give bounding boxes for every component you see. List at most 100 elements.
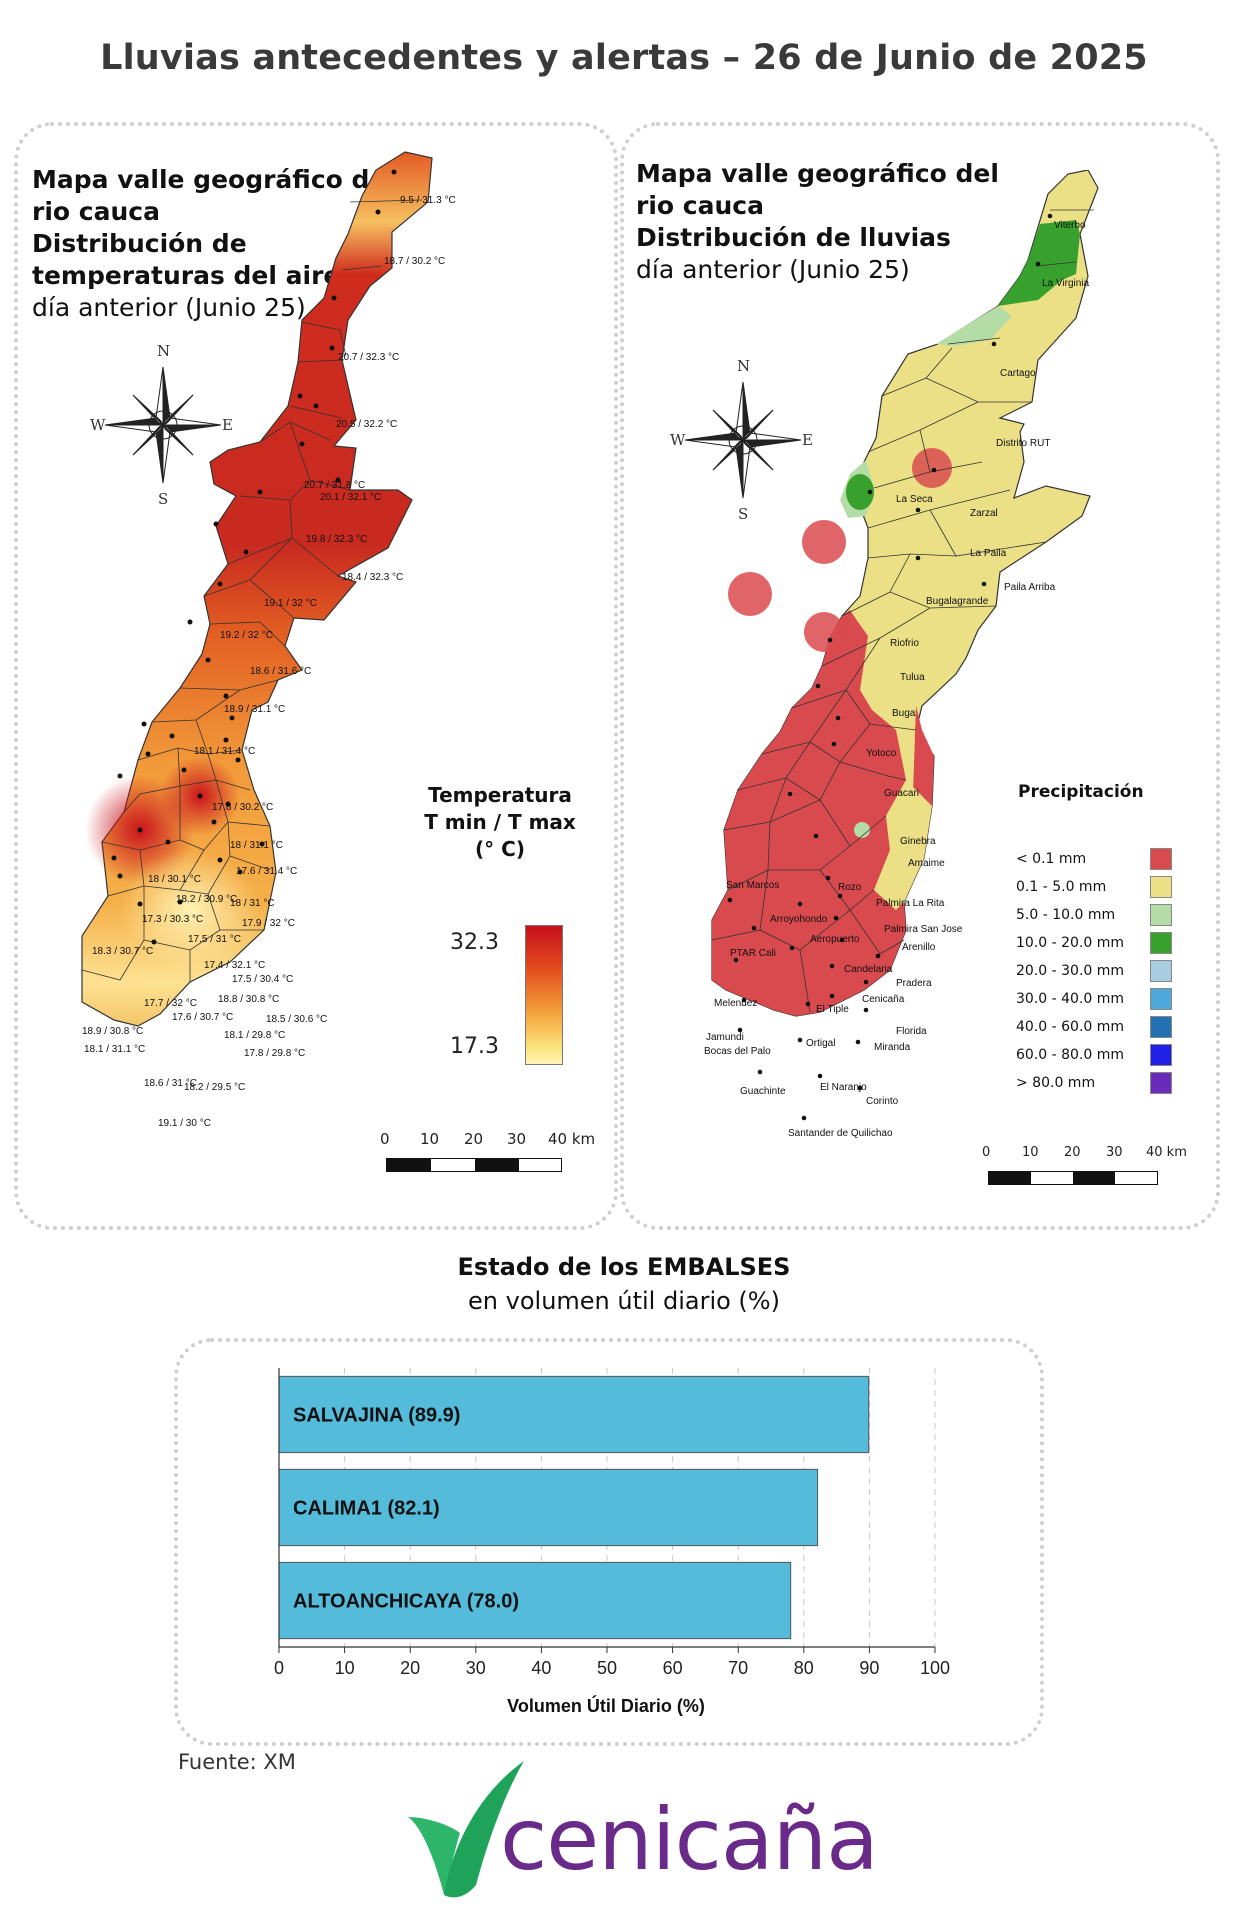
place-label: La Paila xyxy=(970,548,1007,559)
place-label: Palmira La Rita xyxy=(876,898,945,909)
compass-rose-icon: N S E W xyxy=(668,357,818,523)
x-tick-label: 80 xyxy=(794,1658,814,1678)
station-label: 17.3 / 30.3 °C xyxy=(142,914,203,925)
place-label: Zarzal xyxy=(970,508,998,519)
rain-zone-light-green xyxy=(854,822,870,838)
station-label: 9.5 / 31.3 °C xyxy=(400,195,456,206)
bar-salvajina xyxy=(278,1375,870,1454)
legend-swatch xyxy=(1150,988,1172,1010)
legend-row: < 0.1 mm xyxy=(1016,848,1176,870)
place-label: Ortigal xyxy=(806,1038,835,1049)
legend-swatch xyxy=(1150,932,1172,954)
station-label: 18.8 / 30.8 °C xyxy=(218,994,279,1005)
legend-row: 20.0 - 30.0 mm xyxy=(1016,960,1176,982)
legend-row: 0.1 - 5.0 mm xyxy=(1016,876,1176,898)
precipitation-legend-title: Precipitación xyxy=(1018,782,1144,802)
station-label: 17.6 / 31.4 °C xyxy=(236,866,297,877)
place-label: Buga xyxy=(892,708,916,719)
place-label: Cartago xyxy=(1000,368,1036,379)
x-tick-label: 70 xyxy=(728,1658,748,1678)
station-label: 18 / 30.1 °C xyxy=(148,874,201,885)
x-tick-label: 40 xyxy=(531,1658,551,1678)
temperature-station-labels: 9.5 / 31.3 °C 18.7 / 30.2 °C 20.7 / 32.3… xyxy=(82,195,456,1129)
temperature-map-title: Mapa valle geográfico del rio cauca Dist… xyxy=(32,165,395,322)
place-label: Bugalagrande xyxy=(926,596,989,607)
place-label: Jamundi xyxy=(706,1032,744,1043)
station-label: 17.6 / 30.7 °C xyxy=(172,1012,233,1023)
legend-swatch xyxy=(1150,876,1172,898)
page-title: Lluvias antecedentes y alertas – 26 de J… xyxy=(100,38,1148,78)
station-label: 18.1 / 31.1 °C xyxy=(84,1044,145,1055)
place-label: San Marcos xyxy=(726,880,779,891)
legend-row: 40.0 - 60.0 mm xyxy=(1016,1016,1176,1038)
place-label: Bocas del Palo xyxy=(704,1046,771,1057)
x-axis-label: Volumen Útil Diario (%) xyxy=(507,1695,705,1716)
rain-stations xyxy=(727,213,1053,1121)
reservoir-chart-panel xyxy=(174,1338,1044,1746)
place-label: Distrito RUT xyxy=(996,438,1050,449)
station-label: 18.6 / 31 °C xyxy=(144,1078,197,1089)
station-label: 18.1 / 29.8 °C xyxy=(224,1030,285,1041)
place-label: Santander de Quilichao xyxy=(788,1128,893,1139)
station-label: 17.9 / 32 °C xyxy=(242,918,295,929)
place-label: Candelaria xyxy=(844,964,893,975)
legend-swatch xyxy=(1150,848,1172,870)
source-note: Fuente: XM xyxy=(178,1750,296,1774)
legend-row: 10.0 - 20.0 mm xyxy=(1016,932,1176,954)
temperature-map-subtitle: día anterior (Junio 25) xyxy=(32,293,306,322)
place-label: Viterbo xyxy=(1054,220,1086,231)
place-label: Aeropuerto xyxy=(810,934,860,945)
rainfall-map-title: Mapa valle geográfico del rio cauca Dist… xyxy=(636,159,999,284)
compass-rose-icon: N S E W xyxy=(88,342,238,508)
place-label: Melendez xyxy=(714,998,757,1009)
compass-s: S xyxy=(738,505,749,523)
compass-s: S xyxy=(158,490,169,508)
station-label: 18.1 / 31.4 °C xyxy=(194,746,255,757)
temperature-legend-min: 17.3 xyxy=(450,1034,499,1059)
x-tick-label: 20 xyxy=(400,1658,420,1678)
place-label: Florida xyxy=(896,1026,927,1037)
x-tick-label: 0 xyxy=(274,1658,284,1678)
station-label: 20.7 / 32.3 °C xyxy=(338,352,399,363)
station-label: 19.1 / 30 °C xyxy=(158,1118,211,1129)
reservoirs-heading: Estado de los EMBALSES en volumen útil d… xyxy=(457,1253,791,1315)
station-label: 18.4 / 32.3 °C xyxy=(342,572,403,583)
x-tick-label: 50 xyxy=(597,1658,617,1678)
rainfall-map: Viterbo La Virginia Cartago Distrito RUT… xyxy=(704,170,1099,1139)
x-tick-label: 100 xyxy=(920,1658,950,1678)
place-label: Corinto xyxy=(866,1096,899,1107)
station-label: 18.9 / 30.8 °C xyxy=(82,1026,143,1037)
bar-label: CALIMA1 (82.1) xyxy=(293,1498,440,1520)
station-label: 18 / 31 °C xyxy=(230,898,275,909)
reservoir-bar-chart: SALVAJINA (89.9) CALIMA1 (82.1) ALTOANCHIC… xyxy=(274,1368,950,1716)
place-label: Pradera xyxy=(896,978,932,989)
rainfall-map-subtitle: día anterior (Junio 25) xyxy=(636,255,910,284)
station-label: 17.4 / 32.1 °C xyxy=(204,960,265,971)
station-label: 20.7 / 31.8 °C xyxy=(304,480,365,491)
place-label: Guacari xyxy=(884,788,919,799)
place-label: Guachinte xyxy=(740,1086,786,1097)
station-label: 19.8 / 32.3 °C xyxy=(306,534,367,545)
legend-swatch xyxy=(1150,1072,1172,1094)
place-label: PTAR Cali xyxy=(730,948,776,959)
compass-n: N xyxy=(157,342,171,360)
station-label: 17.5 / 31 °C xyxy=(188,934,241,945)
place-label: La Virginia xyxy=(1042,278,1090,289)
place-label: Palmira San Jose xyxy=(884,924,963,935)
place-label: El Tiple xyxy=(816,1004,849,1015)
legend-swatch xyxy=(1150,1016,1172,1038)
station-label: 20.1 / 32.1 °C xyxy=(320,492,381,503)
rain-zone-light-yellow xyxy=(874,780,932,910)
legend-swatch xyxy=(1150,960,1172,982)
place-label: Tulua xyxy=(900,672,925,683)
bar-label: SALVAJINA (89.9) xyxy=(293,1405,460,1427)
station-label: 18.9 / 31.1 °C xyxy=(224,704,285,715)
x-tick-label: 10 xyxy=(335,1658,355,1678)
scale-bar-temperature: 0 10 20 30 40 km xyxy=(380,1130,600,1180)
temperature-map-panel xyxy=(14,122,618,1230)
station-label: 18.2 / 29.5 °C xyxy=(184,1082,245,1093)
temperature-legend-title: Temperatura T min / T max (° C) xyxy=(424,783,576,861)
place-label: Paila Arriba xyxy=(1004,582,1056,593)
compass-n: N xyxy=(737,357,751,375)
rain-place-labels: Viterbo La Virginia Cartago Distrito RUT… xyxy=(704,220,1090,1139)
